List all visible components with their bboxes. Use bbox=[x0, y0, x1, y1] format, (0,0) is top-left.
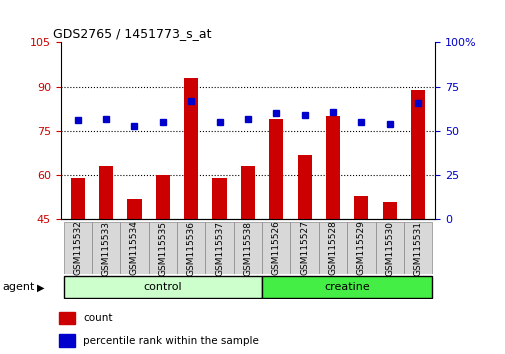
Bar bbox=[99, 166, 113, 219]
Text: control: control bbox=[143, 282, 182, 292]
Bar bbox=[297, 155, 311, 219]
Bar bbox=[59, 334, 75, 347]
Text: GSM115532: GSM115532 bbox=[73, 221, 82, 275]
Text: ▶: ▶ bbox=[37, 282, 44, 292]
Text: GSM115533: GSM115533 bbox=[102, 221, 111, 275]
Text: agent: agent bbox=[3, 282, 35, 292]
Text: GSM115528: GSM115528 bbox=[328, 221, 337, 275]
FancyBboxPatch shape bbox=[375, 222, 403, 274]
FancyBboxPatch shape bbox=[120, 222, 148, 274]
FancyBboxPatch shape bbox=[64, 222, 92, 274]
FancyBboxPatch shape bbox=[290, 222, 318, 274]
Text: GSM115534: GSM115534 bbox=[130, 221, 139, 275]
Text: GSM115536: GSM115536 bbox=[186, 221, 195, 275]
Bar bbox=[59, 312, 75, 324]
Text: GSM115527: GSM115527 bbox=[299, 221, 309, 275]
Text: GSM115538: GSM115538 bbox=[243, 221, 252, 275]
Bar bbox=[71, 178, 85, 219]
Text: GDS2765 / 1451773_s_at: GDS2765 / 1451773_s_at bbox=[53, 27, 211, 40]
Text: creatine: creatine bbox=[324, 282, 369, 292]
Text: GSM115535: GSM115535 bbox=[158, 221, 167, 275]
FancyBboxPatch shape bbox=[205, 222, 233, 274]
Bar bbox=[212, 178, 226, 219]
Text: GSM115531: GSM115531 bbox=[413, 221, 422, 275]
Bar bbox=[410, 90, 424, 219]
Text: GSM115529: GSM115529 bbox=[356, 221, 365, 275]
FancyBboxPatch shape bbox=[177, 222, 205, 274]
Text: count: count bbox=[83, 313, 112, 323]
FancyBboxPatch shape bbox=[148, 222, 177, 274]
Text: GSM115537: GSM115537 bbox=[215, 221, 224, 275]
Bar bbox=[354, 196, 368, 219]
FancyBboxPatch shape bbox=[346, 222, 375, 274]
FancyBboxPatch shape bbox=[262, 276, 431, 298]
Bar bbox=[156, 175, 170, 219]
FancyBboxPatch shape bbox=[64, 276, 262, 298]
FancyBboxPatch shape bbox=[262, 222, 290, 274]
Bar bbox=[382, 202, 396, 219]
Bar bbox=[184, 78, 198, 219]
FancyBboxPatch shape bbox=[92, 222, 120, 274]
Bar bbox=[240, 166, 255, 219]
FancyBboxPatch shape bbox=[403, 222, 431, 274]
FancyBboxPatch shape bbox=[233, 222, 262, 274]
Text: GSM115530: GSM115530 bbox=[384, 221, 393, 275]
Bar bbox=[269, 119, 283, 219]
Text: percentile rank within the sample: percentile rank within the sample bbox=[83, 336, 259, 346]
Bar bbox=[325, 116, 339, 219]
Text: GSM115526: GSM115526 bbox=[271, 221, 280, 275]
FancyBboxPatch shape bbox=[318, 222, 346, 274]
Bar bbox=[127, 199, 141, 219]
